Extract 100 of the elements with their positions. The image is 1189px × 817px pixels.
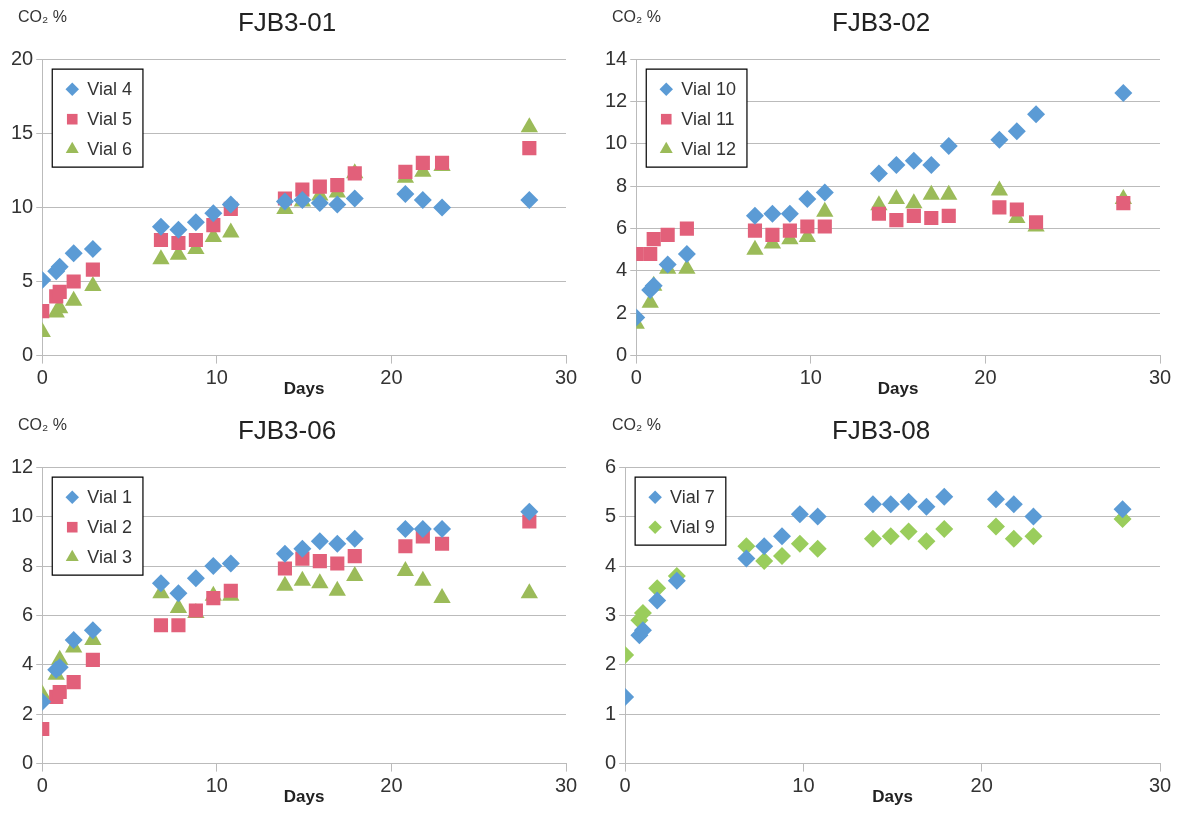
point xyxy=(66,675,81,690)
point xyxy=(992,200,1007,215)
x-tick-label: 10 xyxy=(205,366,228,389)
y-axis-title: CO₂ % xyxy=(612,8,661,26)
point xyxy=(763,204,782,223)
point xyxy=(1114,84,1133,103)
point xyxy=(330,556,345,571)
point xyxy=(64,244,83,263)
legend-label: Vial 4 xyxy=(87,79,132,100)
point xyxy=(152,249,170,265)
point xyxy=(66,274,81,289)
y-tick-label: 3 xyxy=(605,602,617,625)
y-tick-label: 4 xyxy=(616,258,628,281)
point xyxy=(899,492,918,511)
point xyxy=(747,223,763,238)
point xyxy=(169,584,188,603)
point xyxy=(415,155,430,171)
x-axis-title: Days xyxy=(283,787,325,807)
point xyxy=(171,618,186,633)
point xyxy=(310,193,329,212)
point xyxy=(64,631,83,650)
point xyxy=(433,519,452,538)
legend-label: Vial 9 xyxy=(670,517,715,538)
point xyxy=(83,621,102,640)
y-tick-label: 12 xyxy=(11,454,34,477)
x-tick-label: 20 xyxy=(974,366,997,389)
point xyxy=(679,221,694,236)
point xyxy=(330,178,345,193)
y-axis-title: CO₂ % xyxy=(18,8,67,26)
y-tick-label: 0 xyxy=(605,751,617,774)
point xyxy=(863,529,882,548)
y-tick-label: 10 xyxy=(11,504,34,527)
y-tick-label: 2 xyxy=(605,652,617,675)
point xyxy=(1024,527,1043,546)
point xyxy=(917,497,936,516)
point xyxy=(986,490,1005,509)
legend-label: Vial 7 xyxy=(670,487,715,508)
x-tick-label: 0 xyxy=(36,366,48,389)
point xyxy=(881,527,900,546)
x-tick-label: 20 xyxy=(380,366,403,389)
x-tick-label: 0 xyxy=(36,774,48,797)
point xyxy=(345,529,364,548)
point xyxy=(1007,122,1026,141)
point xyxy=(275,192,294,211)
point xyxy=(433,588,451,604)
x-tick-label: 10 xyxy=(792,774,815,797)
y-tick-label: 6 xyxy=(616,216,628,239)
legend-label: Vial 5 xyxy=(87,109,132,130)
point xyxy=(221,195,240,214)
legend-label: Vial 2 xyxy=(87,517,132,538)
point xyxy=(863,495,882,514)
point xyxy=(906,208,921,223)
point xyxy=(186,569,205,588)
point xyxy=(520,583,538,599)
point xyxy=(755,552,774,571)
point xyxy=(986,517,1005,536)
point xyxy=(328,534,347,553)
y-tick-label: 10 xyxy=(605,131,628,154)
point xyxy=(790,505,809,524)
y-tick-label: 0 xyxy=(616,343,628,366)
legend-label: Vial 11 xyxy=(681,109,735,130)
point xyxy=(773,527,792,546)
point xyxy=(396,519,415,538)
point xyxy=(941,208,956,223)
y-tick-label: 6 xyxy=(22,602,34,625)
point xyxy=(790,534,809,553)
point xyxy=(1024,507,1043,526)
point xyxy=(782,223,797,238)
y-tick-label: 12 xyxy=(605,89,628,112)
point xyxy=(398,539,413,554)
y-tick-label: 1 xyxy=(605,701,617,724)
point xyxy=(52,284,67,299)
x-axis-title: Days xyxy=(872,787,913,807)
point xyxy=(922,156,941,175)
point xyxy=(522,141,537,156)
point xyxy=(917,532,936,551)
x-tick-label: 30 xyxy=(1148,366,1172,389)
point xyxy=(151,217,170,236)
point xyxy=(310,532,329,551)
point xyxy=(396,185,415,204)
point xyxy=(745,206,764,225)
y-tick-label: 4 xyxy=(22,652,34,675)
point xyxy=(904,151,923,170)
point xyxy=(935,487,954,506)
x-tick-label: 0 xyxy=(630,366,642,389)
x-tick-label: 20 xyxy=(380,774,403,797)
point xyxy=(293,539,312,558)
y-tick-label: 8 xyxy=(22,553,34,576)
point xyxy=(221,554,240,573)
y-tick-label: 2 xyxy=(22,701,34,724)
y-tick-label: 6 xyxy=(605,454,617,477)
point xyxy=(648,591,667,610)
point xyxy=(1004,495,1023,514)
x-tick-label: 30 xyxy=(554,774,578,797)
y-tick-label: 2 xyxy=(616,300,628,323)
point xyxy=(871,206,886,221)
point xyxy=(677,244,696,263)
point xyxy=(646,232,661,247)
point xyxy=(275,544,294,563)
y-tick-label: 20 xyxy=(11,46,34,69)
